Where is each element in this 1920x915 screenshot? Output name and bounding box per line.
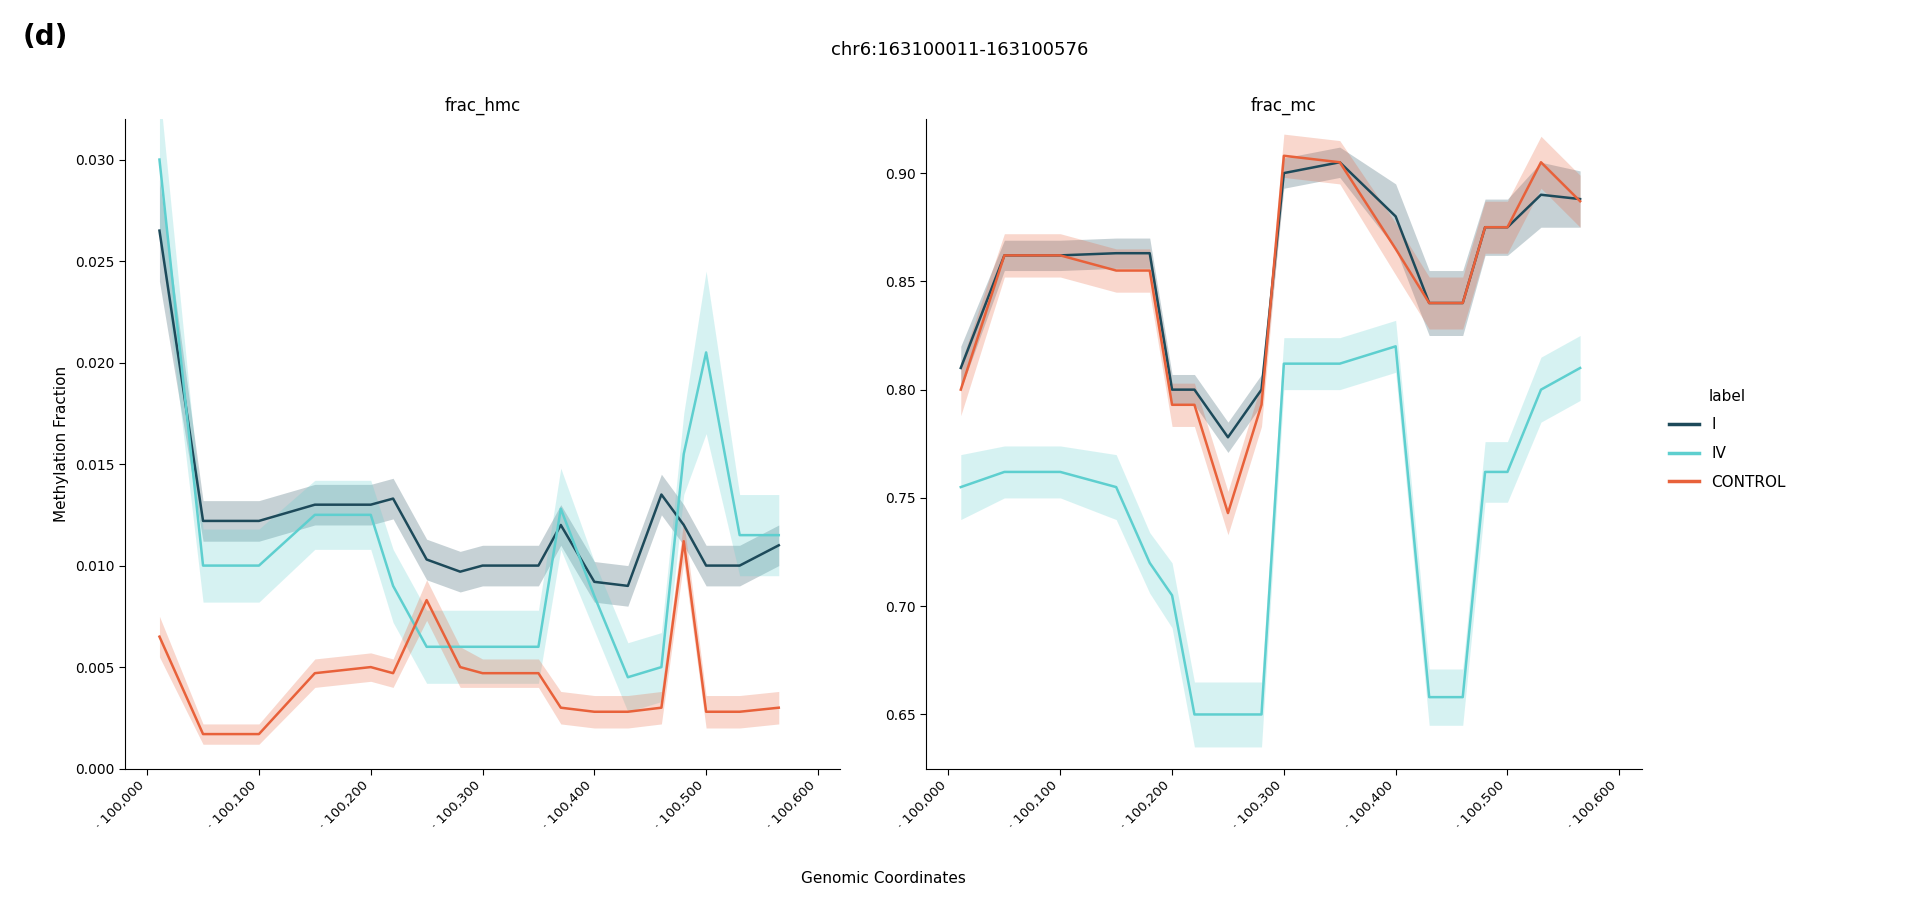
Title: frac_mc: frac_mc [1252,97,1317,115]
Text: chr6:163100011-163100576: chr6:163100011-163100576 [831,41,1089,59]
Text: (d): (d) [23,23,69,51]
Title: frac_hmc: frac_hmc [444,97,520,115]
Legend: I, IV, CONTROL: I, IV, CONTROL [1663,382,1791,496]
Y-axis label: Methylation Fraction: Methylation Fraction [54,366,69,522]
Text: Genomic Coordinates: Genomic Coordinates [801,871,966,886]
